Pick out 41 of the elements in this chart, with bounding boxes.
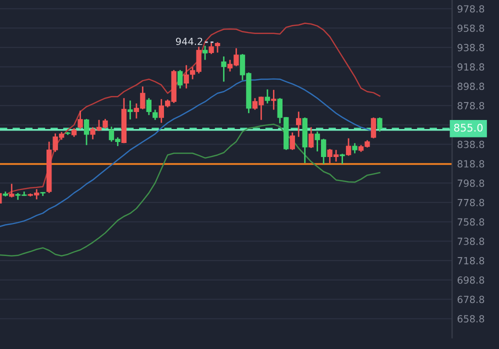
candlestick <box>271 89 276 110</box>
candlestick <box>128 100 133 120</box>
y-tick-label: 938.8 <box>458 44 484 52</box>
y-tick-label: 778.8 <box>458 198 484 206</box>
candlestick <box>178 69 183 90</box>
y-tick-label: 738.8 <box>458 238 484 245</box>
candlestick <box>152 109 158 121</box>
y-tick-label: 658.8 <box>458 315 484 322</box>
y-tick-label: 898.8 <box>458 82 484 90</box>
y-tick-label: 678.8 <box>458 296 484 304</box>
y-tick-label: 818.8 <box>458 160 484 168</box>
y-tick-label: 978.8 <box>458 5 484 13</box>
y-tick-label: 838.8 <box>458 140 484 148</box>
annotation: 944.2 <box>176 38 202 46</box>
candlestick <box>296 110 302 138</box>
y-tick-label: 878.8 <box>458 102 484 110</box>
y-tick-label: 758.8 <box>458 218 484 226</box>
candlestick <box>264 88 270 104</box>
candlestick <box>340 153 345 165</box>
candlestick <box>308 126 314 149</box>
candlestick <box>202 45 208 61</box>
y-tick-label: 718.8 <box>458 257 484 264</box>
candlestick <box>377 116 382 132</box>
ref-line-label: 855.0 <box>454 124 483 132</box>
candlestick <box>78 110 83 130</box>
y-tick-label: 798.8 <box>458 180 484 187</box>
candlestick <box>346 138 352 156</box>
candlestick <box>221 56 226 82</box>
candlestick <box>84 118 90 146</box>
candlestick <box>352 142 358 154</box>
y-tick-label: 698.8 <box>458 276 484 284</box>
candlestick <box>214 42 220 54</box>
y-tick-label: 918.8 <box>458 63 484 71</box>
line-series <box>0 124 380 257</box>
candlestick <box>208 42 214 55</box>
candlestick <box>9 183 14 198</box>
candlestick <box>290 132 295 151</box>
candlestick <box>146 97 152 116</box>
candlestick <box>370 116 376 140</box>
candlestick <box>184 64 189 90</box>
y-tick-label: 958.8 <box>458 24 484 32</box>
